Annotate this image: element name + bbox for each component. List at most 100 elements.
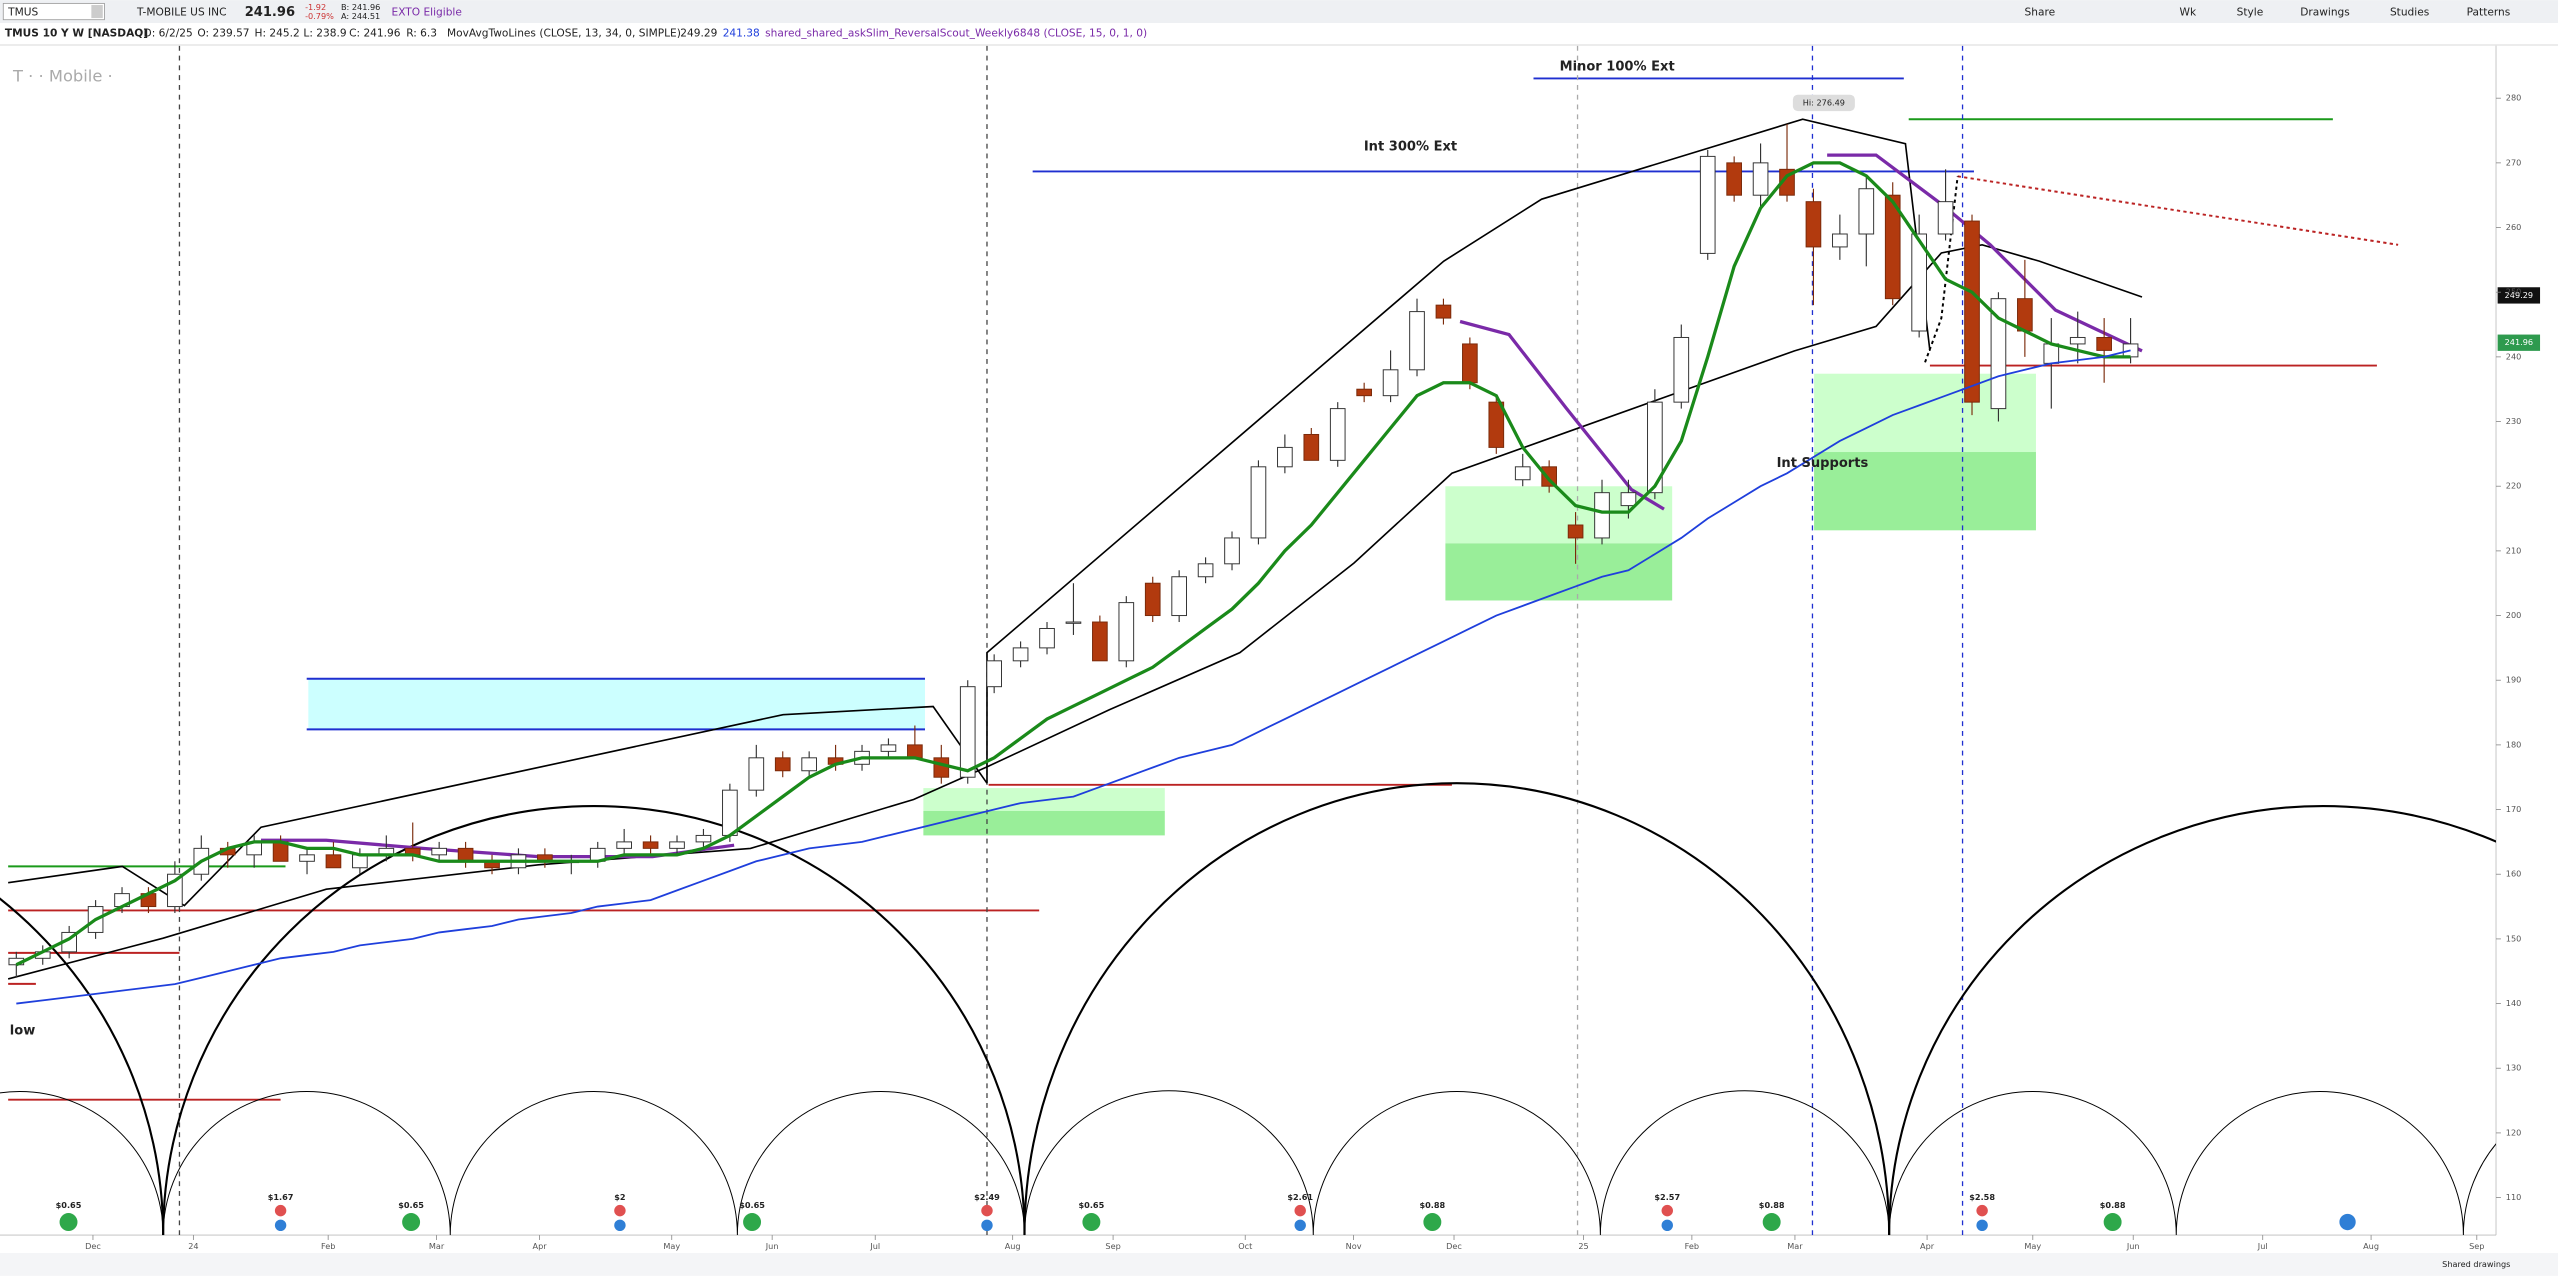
button[interactable]: Studies xyxy=(2390,6,2429,18)
candle-body xyxy=(1699,155,1716,254)
annotation: Minor 100% Ext xyxy=(1560,60,1675,75)
candle-body xyxy=(774,757,791,772)
candle-body xyxy=(1858,188,1875,235)
candle-body xyxy=(1065,621,1082,624)
candle-body xyxy=(1514,466,1531,481)
y-tick-label: 180 xyxy=(2506,739,2522,749)
x-tick-label: Feb xyxy=(1685,1241,1699,1251)
button[interactable]: Style xyxy=(2237,6,2264,18)
event-label: $0.65 xyxy=(739,1200,765,1210)
symbol[interactable]: TMUS xyxy=(7,6,38,18)
y-tick-label: 260 xyxy=(2506,222,2522,232)
x-tick-label: May xyxy=(663,1241,680,1251)
logo: T · · Mobile · xyxy=(12,66,113,85)
x-tick-label: Jul xyxy=(2257,1241,2268,1251)
candle-body xyxy=(1039,627,1055,649)
candle-body xyxy=(880,744,897,752)
earnings-icon xyxy=(981,1219,993,1232)
help-button[interactable] xyxy=(2339,1213,2356,1231)
earnings-icon xyxy=(614,1219,626,1232)
y-tick-label: 210 xyxy=(2506,545,2522,555)
earnings-icon xyxy=(1976,1219,1988,1232)
y-tick-label: 150 xyxy=(2506,933,2522,943)
y-tick-label: 190 xyxy=(2506,675,2522,685)
earnings-icon xyxy=(274,1219,287,1232)
study[interactable]: MovAvgTwoLines (CLOSE, 13, 34, 0, SIMPLE… xyxy=(447,28,681,40)
y-tick-label: 250 xyxy=(2506,287,2522,297)
x-tick-label: 24 xyxy=(188,1241,198,1251)
envelope xyxy=(986,118,1931,784)
x-tick-label: Nov xyxy=(1346,1241,1362,1251)
study-value: 249.29 xyxy=(680,28,717,40)
candle-body xyxy=(325,854,342,869)
event-label: $1.67 xyxy=(268,1192,294,1202)
candle-body xyxy=(299,854,315,862)
hi-label: Hi: 276.49 xyxy=(1803,97,1845,107)
button[interactable]: Patterns xyxy=(2467,6,2511,18)
info-low: L: 238.9 xyxy=(303,28,346,40)
candle-body xyxy=(1197,563,1214,578)
candle-body xyxy=(1647,401,1663,494)
candle-body xyxy=(1726,162,1742,196)
earnings-icon xyxy=(1294,1204,1306,1217)
candle-body xyxy=(1092,621,1108,662)
price-tag-label: 249.29 xyxy=(2505,290,2533,300)
info-close: C: 241.96 xyxy=(349,28,401,40)
event-label: $0.65 xyxy=(56,1200,82,1210)
candle-body xyxy=(748,757,765,791)
x-tick-label: Apr xyxy=(533,1241,548,1251)
candle-body xyxy=(801,757,817,772)
plot xyxy=(8,124,2139,1005)
candle-body xyxy=(457,847,474,862)
event-label: $0.65 xyxy=(398,1200,424,1210)
y-tick-label: 280 xyxy=(2506,93,2522,103)
ask: A: 244.51 xyxy=(341,11,380,21)
moving-average xyxy=(15,161,2131,967)
price-tag xyxy=(2497,287,2541,304)
candle-body xyxy=(431,847,447,856)
candle-body xyxy=(1435,304,1452,319)
event-label: $2 xyxy=(614,1192,625,1202)
y-tick-label: 140 xyxy=(2506,998,2522,1008)
candle-body xyxy=(959,686,976,778)
candle-body xyxy=(2017,298,2033,332)
info-high: H: 245.2 xyxy=(254,28,299,40)
cycle-arc xyxy=(0,1090,2497,1236)
company: T-MOBILE US INC xyxy=(136,6,226,18)
drawings xyxy=(0,45,2497,1236)
earnings-icon xyxy=(1661,1204,1673,1217)
study[interactable]: shared_shared_askSlim_ReversalScout_Week… xyxy=(765,28,1147,40)
earnings-icon xyxy=(1294,1219,1306,1232)
button[interactable]: Share xyxy=(2025,6,2056,18)
x-tick-label: Jun xyxy=(2126,1241,2140,1251)
annotation: Int Supports xyxy=(1777,456,1869,471)
dividend-icon xyxy=(2103,1213,2122,1232)
toolbar xyxy=(0,0,2558,23)
candle-body xyxy=(642,841,659,849)
dividend-icon xyxy=(1762,1213,1781,1232)
x-tick-label: Jul xyxy=(869,1241,880,1251)
x-tick-label: Apr xyxy=(1920,1241,1935,1251)
footer-button[interactable]: Shared drawings xyxy=(2442,1259,2510,1269)
y-tick-label: 200 xyxy=(2506,610,2522,620)
event-label: $2.57 xyxy=(1654,1192,1680,1202)
footer xyxy=(0,1253,2558,1276)
envelope xyxy=(7,243,2143,980)
y-tick-label: 270 xyxy=(2506,157,2522,167)
button[interactable]: Wk xyxy=(2180,6,2197,18)
earnings-icon xyxy=(981,1204,993,1217)
x-tick-label: Sep xyxy=(1105,1241,1120,1251)
bid: B: 241.96 xyxy=(341,2,380,12)
candle-body xyxy=(1752,162,1769,196)
symbol-input[interactable] xyxy=(2,2,105,21)
button[interactable]: Drawings xyxy=(2300,6,2350,18)
symbol-dropdown[interactable] xyxy=(91,5,103,19)
cycle-arc xyxy=(1023,782,1891,1236)
dividend-icon xyxy=(59,1213,78,1232)
candle-body xyxy=(1990,298,2007,410)
candle-body xyxy=(907,744,923,759)
candle-body xyxy=(1012,647,1029,662)
candle-body xyxy=(1303,433,1320,461)
candle-body xyxy=(1832,233,1848,248)
dividend-icon xyxy=(402,1213,421,1232)
